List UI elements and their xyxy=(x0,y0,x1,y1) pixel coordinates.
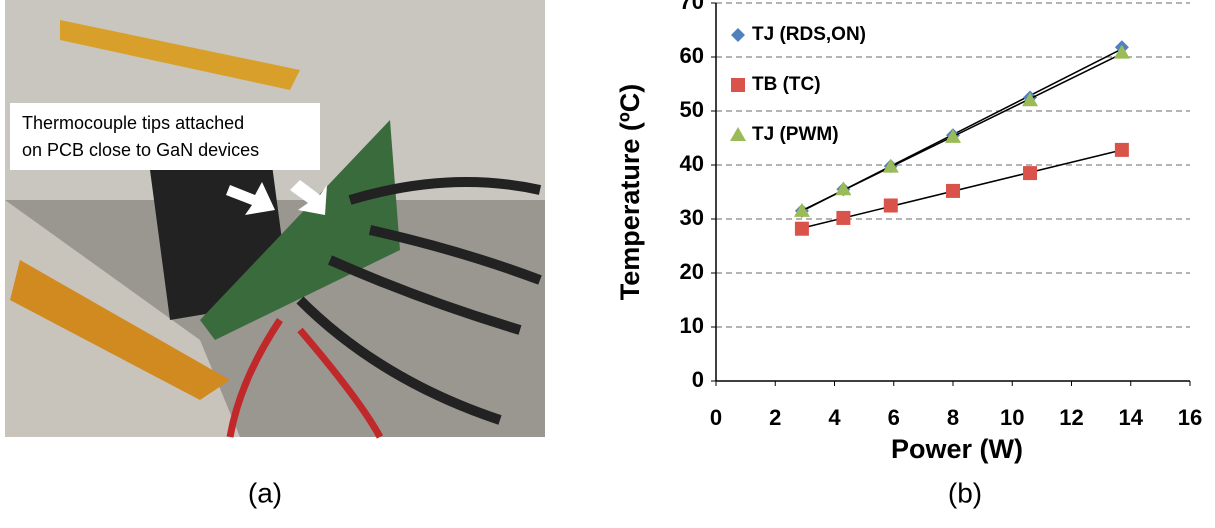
y-tick-label: 60 xyxy=(680,43,704,68)
legend-label: TJ (RDS,ON) xyxy=(752,24,866,45)
legend-marker xyxy=(731,28,745,42)
annotation: on PCB close to GaN devices xyxy=(22,140,259,160)
data-point xyxy=(946,184,960,198)
x-tick-label: 16 xyxy=(1178,405,1202,430)
annotation: Thermocouple tips attached xyxy=(22,113,244,133)
x-tick-label: 4 xyxy=(828,405,841,430)
data-point xyxy=(1115,143,1129,157)
x-tick-label: 2 xyxy=(769,405,781,430)
x-tick-label: 8 xyxy=(947,405,959,430)
x-tick-label: 0 xyxy=(710,405,722,430)
caption: (a) xyxy=(248,477,282,508)
data-point xyxy=(1022,92,1038,106)
photo: Thermocouple tips attached on PCB close … xyxy=(5,0,545,437)
data-point xyxy=(1023,166,1037,180)
caption: (b) xyxy=(948,477,982,508)
figure: Thermocouple tips attached on PCB close … xyxy=(0,0,1215,523)
y-tick-label: 70 xyxy=(680,0,704,14)
y-tick-label: 40 xyxy=(680,151,704,176)
y-tick-label: 20 xyxy=(680,259,704,284)
x-tick-label: 10 xyxy=(1000,405,1024,430)
x-tick-label: 12 xyxy=(1059,405,1083,430)
legend-marker xyxy=(730,127,746,141)
trend-line xyxy=(802,54,1122,211)
x-tick-label: 6 xyxy=(888,405,900,430)
y-axis-label: Temperature (ºC) xyxy=(615,84,645,300)
y-tick-label: 30 xyxy=(680,205,704,230)
data-point xyxy=(836,211,850,225)
x-tick-label: 14 xyxy=(1119,405,1144,430)
legend-marker xyxy=(731,78,745,92)
y-tick-label: 50 xyxy=(680,97,704,122)
data-point xyxy=(884,199,898,213)
y-tick-label: 0 xyxy=(692,367,704,392)
legend-label: TB (TC) xyxy=(752,74,821,95)
x-axis-label: Power (W) xyxy=(891,434,1023,464)
legend-label: TJ (PWM) xyxy=(752,124,839,145)
plot: 0 10 20 30 40 50 60 70 0 2 4 6 8 10 12 14 16 TJ (RDS,ON) T… xyxy=(680,0,1203,430)
data-point xyxy=(795,222,809,236)
y-tick-label: 10 xyxy=(680,313,704,338)
